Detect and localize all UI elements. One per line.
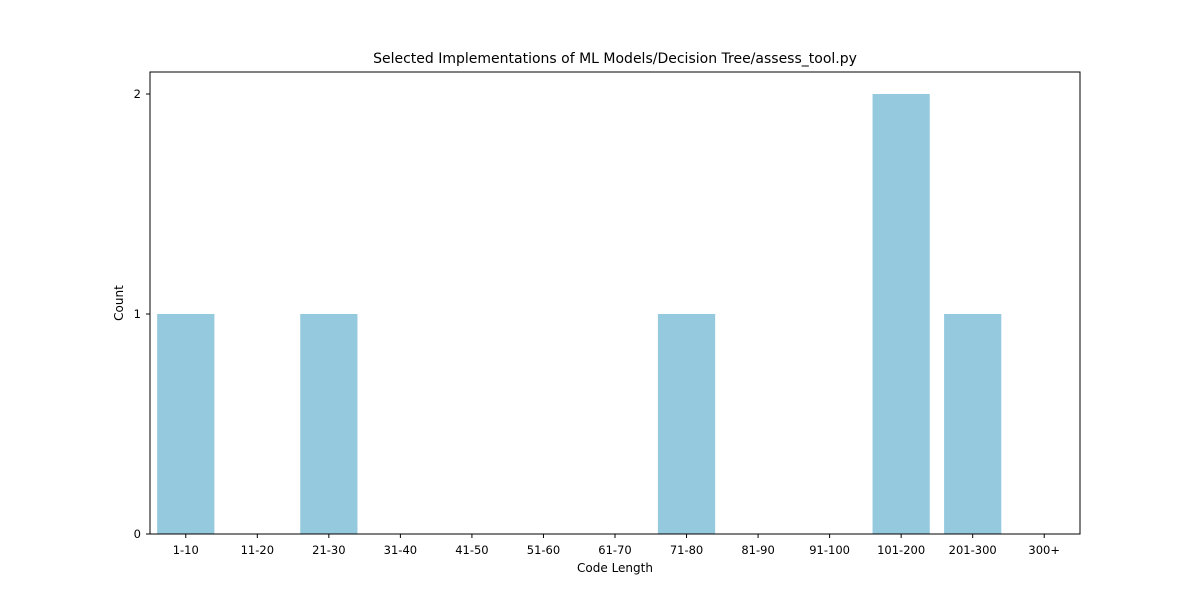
x-tick-label: 41-50: [455, 543, 488, 557]
x-tick-label: 91-100: [809, 543, 850, 557]
y-tick-label: 0: [134, 527, 141, 541]
y-tick-label: 1: [134, 307, 141, 321]
bar-71-80: [657, 314, 716, 534]
x-tick-label: 201-300: [949, 543, 997, 557]
bars-layer: [157, 94, 1002, 534]
x-tick-label: 300+: [1028, 543, 1060, 557]
x-tick-label: 101-200: [877, 543, 925, 557]
bar-1-10: [157, 314, 215, 534]
x-axis-label: Code Length: [577, 561, 653, 575]
y-axis-ticks: 0 1 2: [134, 87, 150, 541]
x-axis-ticks: 1-10 11-20 21-30 31-40 41-50 51-60 61-70 71-80 8…: [173, 534, 1060, 557]
y-axis-label: Count: [112, 285, 126, 321]
x-tick-label: 81-90: [741, 543, 774, 557]
bar-101-200: [872, 94, 930, 534]
x-tick-label: 1-10: [173, 543, 199, 557]
plot-frame: [149, 71, 1081, 535]
x-tick-label: 51-60: [527, 543, 560, 557]
bar-201-300: [944, 314, 1002, 534]
bar-21-30: [300, 314, 358, 534]
x-tick-label: 11-20: [241, 543, 274, 557]
x-tick-label: 31-40: [384, 543, 417, 557]
chart-title: Selected Implementations of ML Models/De…: [373, 51, 857, 67]
x-tick-label: 61-70: [598, 543, 631, 557]
x-tick-label: 71-80: [670, 543, 703, 557]
x-tick-label: 21-30: [312, 543, 345, 557]
y-tick-label: 2: [134, 87, 141, 101]
